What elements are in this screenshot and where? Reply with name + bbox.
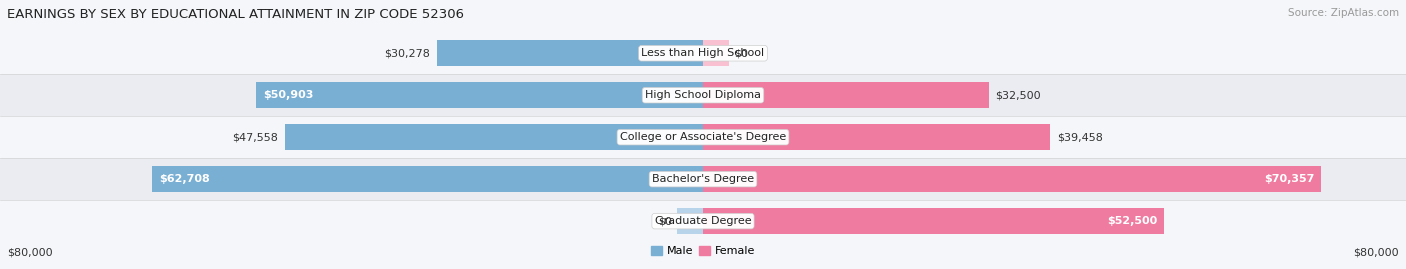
- Text: $80,000: $80,000: [7, 248, 52, 258]
- Bar: [703, 124, 1050, 150]
- Bar: [285, 124, 703, 150]
- Bar: [256, 82, 703, 108]
- Bar: [152, 166, 703, 192]
- Bar: [703, 40, 730, 66]
- Text: $50,903: $50,903: [263, 90, 314, 100]
- Bar: [703, 82, 988, 108]
- Text: Graduate Degree: Graduate Degree: [655, 216, 751, 226]
- Text: EARNINGS BY SEX BY EDUCATIONAL ATTAINMENT IN ZIP CODE 52306: EARNINGS BY SEX BY EDUCATIONAL ATTAINMEN…: [7, 8, 464, 21]
- Text: High School Diploma: High School Diploma: [645, 90, 761, 100]
- Bar: [0, 32, 1406, 74]
- Bar: [0, 200, 1406, 242]
- Text: College or Associate's Degree: College or Associate's Degree: [620, 132, 786, 142]
- Text: $0: $0: [734, 48, 748, 58]
- Text: $39,458: $39,458: [1057, 132, 1102, 142]
- Text: $32,500: $32,500: [995, 90, 1042, 100]
- Text: Less than High School: Less than High School: [641, 48, 765, 58]
- Text: Source: ZipAtlas.com: Source: ZipAtlas.com: [1288, 8, 1399, 18]
- Text: $62,708: $62,708: [159, 174, 209, 184]
- Text: Bachelor's Degree: Bachelor's Degree: [652, 174, 754, 184]
- Bar: [703, 166, 1322, 192]
- Text: $52,500: $52,500: [1107, 216, 1157, 226]
- Bar: [0, 116, 1406, 158]
- Bar: [0, 158, 1406, 200]
- Text: $0: $0: [658, 216, 672, 226]
- Text: $80,000: $80,000: [1354, 248, 1399, 258]
- Bar: [703, 208, 1164, 234]
- Text: $70,357: $70,357: [1264, 174, 1315, 184]
- Text: $30,278: $30,278: [384, 48, 430, 58]
- Text: $47,558: $47,558: [232, 132, 278, 142]
- Bar: [0, 74, 1406, 116]
- Bar: [676, 208, 703, 234]
- Legend: Male, Female: Male, Female: [647, 242, 759, 261]
- Bar: [437, 40, 703, 66]
